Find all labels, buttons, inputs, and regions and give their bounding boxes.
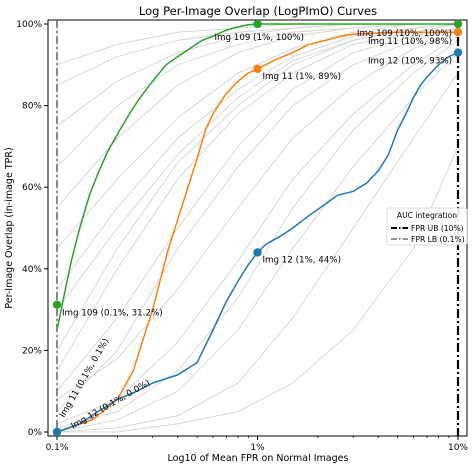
y-tick-label-0: 0% xyxy=(28,428,43,438)
legend: AUC integration FPR UB (10%) FPR LB (0.1… xyxy=(386,207,468,246)
legend-lb-label: FPR LB (0.1%) xyxy=(411,235,465,244)
background-curve-4 xyxy=(56,23,459,290)
annotation-label-8: Img 12 (10%, 93%) xyxy=(368,57,452,67)
highlight-point-8 xyxy=(453,48,463,57)
series-lines xyxy=(56,23,459,433)
x-tick-label-2: 10% xyxy=(448,443,468,453)
legend-box xyxy=(386,207,468,246)
x-axis-title: Log10 of Mean FPR on Normal Images xyxy=(168,453,349,464)
y-axis-title: Per-Image Overlap (in-image TPR) xyxy=(4,147,15,308)
highlight-point-4 xyxy=(253,64,262,74)
series-line-1 xyxy=(56,31,458,433)
y-tick-label-1: 20% xyxy=(22,346,42,356)
y-tick-label-3: 60% xyxy=(22,183,42,193)
chart-title: Log Per-Image Overlap (LogPImO) Curves xyxy=(139,4,377,18)
annotation-label-0: Img 109 (0.1%, 31.2%) xyxy=(62,309,163,319)
annotation-label-5: Img 11 (10%, 98%) xyxy=(368,37,452,47)
legend-ub-label: FPR UB (10%) xyxy=(411,224,464,233)
background-curve-5 xyxy=(56,35,459,425)
y-tick-label-4: 80% xyxy=(22,102,42,112)
background-curve-17 xyxy=(56,39,459,429)
x-tick-label-1: 1% xyxy=(250,443,265,453)
background-curve-8 xyxy=(56,23,458,249)
y-tick-label-5: 100% xyxy=(16,20,42,30)
annotation-label-4: Img 11 (1%, 89%) xyxy=(263,72,342,82)
legend-title: AUC integration xyxy=(397,211,457,220)
highlight-point-0 xyxy=(52,300,62,309)
background-curves xyxy=(56,23,459,433)
series-line-2 xyxy=(56,51,459,433)
background-curve-2 xyxy=(56,23,459,372)
annotation-label-2: Img 109 (10%, 100%) xyxy=(357,29,452,39)
annotation-label-7: Img 12 (1%, 44%) xyxy=(263,255,342,265)
highlight-points xyxy=(52,19,463,437)
background-curve-3 xyxy=(56,27,459,412)
highlight-point-7 xyxy=(253,248,262,257)
background-curve-10 xyxy=(56,72,459,433)
background-curve-6 xyxy=(56,52,459,433)
x-axis-ticks: 0.1% 1% 10% xyxy=(46,436,468,453)
background-curve-15 xyxy=(56,23,459,310)
highlight-point-6 xyxy=(52,427,62,437)
highlight-point-1 xyxy=(253,19,262,29)
highlight-point-2 xyxy=(453,19,463,29)
y-tick-label-2: 40% xyxy=(22,265,42,275)
annotation-label-1: Img 109 (1%, 100%) xyxy=(215,33,305,43)
background-curve-9 xyxy=(56,27,459,392)
highlight-point-5 xyxy=(453,27,463,37)
background-curve-16 xyxy=(56,31,459,400)
series-line-0 xyxy=(56,23,458,331)
background-curve-12 xyxy=(57,146,459,433)
x-tick-label-0: 0.1% xyxy=(46,443,69,453)
y-axis-ticks: 0% 20% 40% 60% 80% 100% xyxy=(16,20,48,438)
